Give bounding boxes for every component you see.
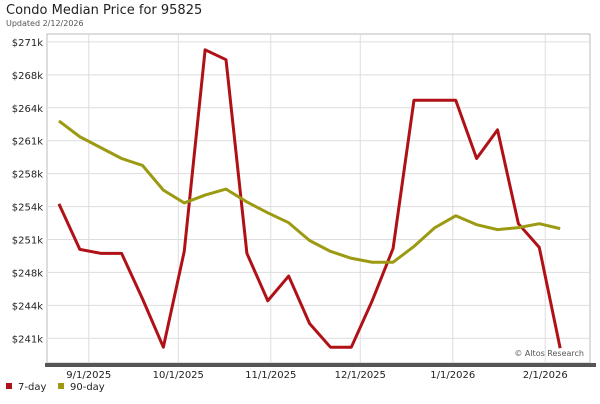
x-tick-label: 11/1/2025 xyxy=(245,370,296,381)
annotation: © Altos Research xyxy=(514,349,584,358)
y-tick-label: $244k xyxy=(12,301,43,312)
plot-area xyxy=(46,33,591,364)
legend-swatch xyxy=(58,383,64,389)
chart-subtitle: Updated 2/12/2026 xyxy=(6,19,84,28)
y-tick-label: $251k xyxy=(12,236,43,247)
x-tick-label: 2/1/2026 xyxy=(523,370,568,381)
x-tick-label: 1/1/2026 xyxy=(430,370,475,381)
series-line xyxy=(57,48,562,349)
y-tick-label: $264k xyxy=(12,104,43,115)
x-tick-label: 10/1/2025 xyxy=(153,370,204,381)
legend-swatch xyxy=(6,383,12,389)
x-tick-label: 12/1/2025 xyxy=(335,370,386,381)
y-tick-label: $248k xyxy=(12,268,43,279)
x-tick-label: 9/1/2025 xyxy=(66,370,111,381)
y-tick-label: $271k xyxy=(12,38,43,49)
y-tick-label: $241k xyxy=(12,334,43,345)
chart-title: Condo Median Price for 95825 xyxy=(6,3,202,18)
legend-label: 7-day xyxy=(18,382,46,393)
x-axis-bar xyxy=(45,363,596,367)
legend-label: 90-day xyxy=(70,382,105,393)
y-tick-label: $261k xyxy=(12,137,43,148)
series-line xyxy=(58,119,561,264)
y-tick-label: $268k xyxy=(12,71,43,82)
y-tick-label: $254k xyxy=(12,203,43,214)
y-tick-label: $258k xyxy=(12,170,43,181)
